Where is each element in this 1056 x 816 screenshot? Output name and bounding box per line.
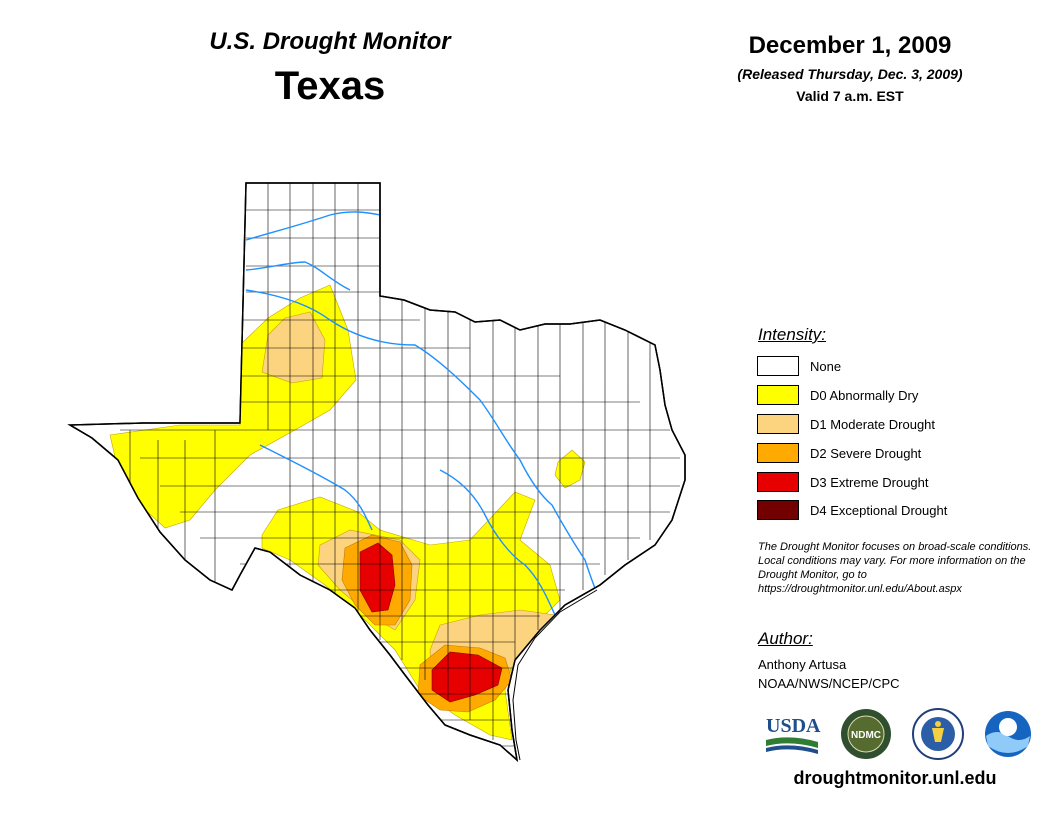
map-date: December 1, 2009	[748, 32, 952, 59]
texas-border	[67, 182, 686, 762]
d1-area-panhandle	[261, 311, 326, 384]
disclaimer-note: The Drought Monitor focuses on broad-sca…	[758, 541, 1032, 595]
texas-drought-map	[67, 182, 686, 762]
author-org: NOAA/NWS/NCEP/CPC	[758, 676, 900, 691]
noaa-logo	[985, 711, 1031, 757]
legend-swatch	[757, 443, 799, 463]
barrier-islands	[512, 589, 598, 761]
author-name: Anthony Artusa	[758, 657, 847, 672]
legend-label: D3 Extreme Drought	[810, 474, 929, 490]
valid-time: Valid 7 a.m. EST	[796, 88, 904, 104]
d0-area-east	[554, 449, 586, 489]
ndmc-logo: NDMC	[841, 709, 891, 759]
legend-swatch	[757, 356, 799, 376]
legend-item-d4: D4 Exceptional Drought	[757, 499, 947, 521]
legend-label: None	[810, 358, 842, 374]
release-date: (Released Thursday, Dec. 3, 2009)	[737, 66, 963, 82]
legend-item-d2: D2 Severe Drought	[757, 442, 921, 464]
map-title: U.S. Drought Monitor	[209, 28, 451, 55]
legend-item-d1: D1 Moderate Drought	[757, 413, 935, 435]
partner-logos: USDA NDMC	[766, 708, 1031, 760]
usda-logo: USDA	[766, 715, 821, 754]
usda-logo-text: USDA	[766, 715, 821, 737]
ndmc-logo-text: NDMC	[851, 730, 881, 741]
legend-item-d0: D0 Abnormally Dry	[757, 384, 918, 406]
legend-label: D1 Moderate Drought	[810, 416, 936, 432]
author-heading: Author:	[758, 629, 813, 648]
legend-item-d3: D3 Extreme Drought	[757, 471, 929, 493]
legend-label: D0 Abnormally Dry	[810, 387, 919, 403]
website-link[interactable]: droughtmonitor.unl.edu	[793, 768, 997, 788]
legend-label: D4 Exceptional Drought	[810, 502, 948, 518]
state-name: Texas	[274, 64, 386, 108]
d3-area-central	[359, 542, 396, 613]
legend-swatch	[757, 414, 799, 434]
commerce-seal-logo	[912, 708, 964, 760]
legend-item-none: None	[757, 355, 841, 377]
legend-heading: Intensity:	[758, 325, 827, 344]
legend-swatch	[757, 500, 799, 520]
legend-swatch	[757, 385, 799, 405]
legend-label: D2 Severe Drought	[810, 445, 922, 461]
legend-swatch	[757, 472, 799, 492]
